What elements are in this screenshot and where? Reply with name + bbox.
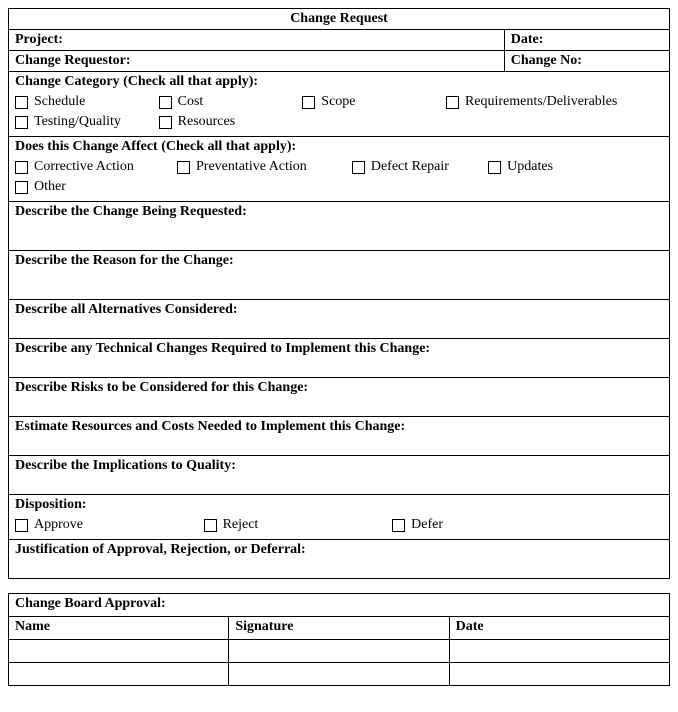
affect-updates[interactable]: Updates	[488, 159, 591, 175]
project-label: Project:	[9, 30, 505, 51]
section-resources: Estimate Resources and Costs Needed to I…	[9, 417, 670, 456]
approval-table: Change Board Approval: Name Signature Da…	[8, 593, 670, 686]
checkbox-icon	[177, 161, 190, 174]
section-quality: Describe the Implications to Quality:	[9, 456, 670, 495]
checkbox-icon	[392, 519, 405, 532]
category-options: Schedule Cost Scope Requirements/Deliver…	[15, 90, 663, 134]
checkbox-icon	[15, 519, 28, 532]
checkbox-icon	[159, 96, 172, 109]
checkbox-icon	[159, 116, 172, 129]
section-technical: Describe any Technical Changes Required …	[9, 339, 670, 378]
requestor-label: Change Requestor:	[9, 51, 505, 72]
category-heading: Change Category (Check all that apply):	[15, 74, 663, 90]
category-resources[interactable]: Resources	[159, 114, 295, 130]
checkbox-icon	[204, 519, 217, 532]
section-describe-reason: Describe the Reason for the Change:	[9, 251, 670, 300]
approval-col-date: Date	[449, 617, 669, 640]
disposition-reject[interactable]: Reject	[204, 517, 385, 533]
affect-defect[interactable]: Defect Repair	[352, 159, 480, 175]
checkbox-icon	[15, 181, 28, 194]
affect-corrective[interactable]: Corrective Action	[15, 159, 169, 175]
disposition-options: Approve Reject Defer	[15, 513, 663, 537]
category-cost[interactable]: Cost	[159, 94, 295, 110]
disposition-label: Disposition:	[15, 497, 663, 513]
section-risks: Describe Risks to be Considered for this…	[9, 378, 670, 417]
section-describe-change: Describe the Change Being Requested:	[9, 202, 670, 251]
approval-col-name: Name	[9, 617, 229, 640]
change-request-form: Change Request Project: Date: Change Req…	[8, 8, 670, 579]
form-title: Change Request	[9, 9, 670, 30]
checkbox-icon	[15, 161, 28, 174]
checkbox-icon	[488, 161, 501, 174]
category-testing[interactable]: Testing/Quality	[15, 114, 151, 130]
approval-heading: Change Board Approval:	[9, 594, 670, 617]
approval-col-signature: Signature	[229, 617, 449, 640]
category-requirements[interactable]: Requirements/Deliverables	[446, 94, 663, 110]
section-justification: Justification of Approval, Rejection, or…	[9, 540, 670, 579]
approval-row	[9, 663, 670, 686]
category-schedule[interactable]: Schedule	[15, 94, 151, 110]
checkbox-icon	[302, 96, 315, 109]
affect-preventative[interactable]: Preventative Action	[177, 159, 344, 175]
checkbox-icon	[15, 96, 28, 109]
approval-row	[9, 640, 670, 663]
checkbox-icon	[446, 96, 459, 109]
affect-heading: Does this Change Affect (Check all that …	[15, 139, 663, 155]
category-scope[interactable]: Scope	[302, 94, 438, 110]
disposition-defer[interactable]: Defer	[392, 517, 663, 533]
date-label: Date:	[504, 30, 669, 51]
change-no-label: Change No:	[504, 51, 669, 72]
checkbox-icon	[352, 161, 365, 174]
checkbox-icon	[15, 116, 28, 129]
affect-options: Corrective Action Preventative Action De…	[15, 155, 663, 199]
section-alternatives: Describe all Alternatives Considered:	[9, 300, 670, 339]
disposition-approve[interactable]: Approve	[15, 517, 196, 533]
affect-other[interactable]: Other	[15, 179, 169, 195]
